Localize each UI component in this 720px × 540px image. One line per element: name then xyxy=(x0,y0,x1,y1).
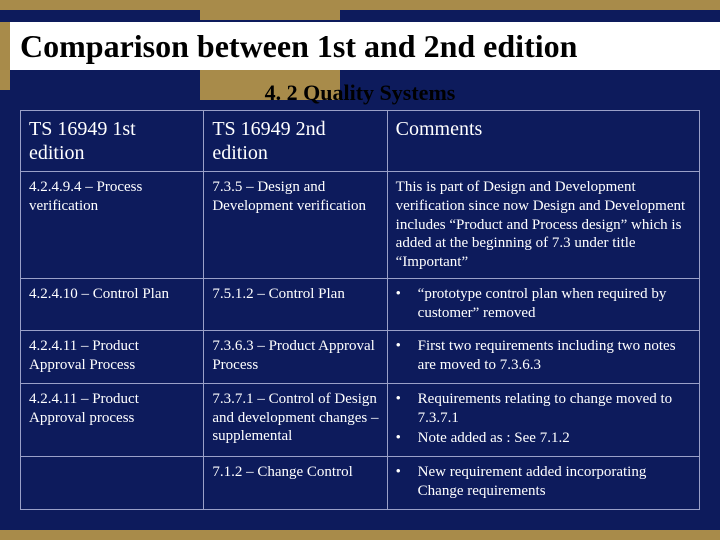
comment-bullet-list: • New requirement added incorporating Cha… xyxy=(396,463,691,501)
comment-bullet: • First two requirements including two no… xyxy=(396,337,691,375)
cell-second-edition: 7.3.5 – Design and Development verificat… xyxy=(204,172,387,279)
comment-bullet-list: • First two requirements including two no… xyxy=(396,337,691,375)
header-col3: Comments xyxy=(387,111,699,172)
table-header-row: TS 16949 1st edition TS 16949 2nd editio… xyxy=(21,111,700,172)
cell-first-edition: 4.2.4.11 – Product Approval Process xyxy=(21,331,204,384)
cell-second-edition: 7.5.1.2 – Control Plan xyxy=(204,278,387,331)
comment-bullet: • Note added as : See 7.1.2 xyxy=(396,429,691,448)
cell-first-edition: 4.2.4.9.4 – Process verification xyxy=(21,172,204,279)
table-row: 4.2.4.9.4 – Process verification7.3.5 – … xyxy=(21,172,700,279)
comment-text: This is part of Design and Development v… xyxy=(396,178,691,272)
top-accent-bar xyxy=(0,0,720,10)
comment-bullet: • New requirement added incorporating Cha… xyxy=(396,463,691,501)
bullet-dot-icon: • xyxy=(396,337,406,375)
bullet-text: “prototype control plan when required by… xyxy=(418,285,691,323)
cell-first-edition xyxy=(21,457,204,510)
section-subtitle: 4. 2 Quality Systems xyxy=(20,80,700,106)
header-col2: TS 16949 2nd edition xyxy=(204,111,387,172)
cell-comments: • “prototype control plan when required b… xyxy=(387,278,699,331)
comparison-table: TS 16949 1st edition TS 16949 2nd editio… xyxy=(20,110,700,510)
bottom-accent-bar xyxy=(0,530,720,540)
cell-second-edition: 7.3.7.1 – Control of Design and developm… xyxy=(204,383,387,456)
table-row: 4.2.4.11 – Product Approval process7.3.7… xyxy=(21,383,700,456)
cell-second-edition: 7.1.2 – Change Control xyxy=(204,457,387,510)
cell-comments: This is part of Design and Development v… xyxy=(387,172,699,279)
accent-decor-left xyxy=(0,70,10,90)
table-row: 4.2.4.11 – Product Approval Process7.3.6… xyxy=(21,331,700,384)
bullet-dot-icon: • xyxy=(396,285,406,323)
cell-comments: • First two requirements including two no… xyxy=(387,331,699,384)
comment-bullet-list: • “prototype control plan when required b… xyxy=(396,285,691,323)
content-area: 4. 2 Quality Systems TS 16949 1st editio… xyxy=(20,80,700,524)
table-row: 7.1.2 – Change Control• New requirement a… xyxy=(21,457,700,510)
cell-second-edition: 7.3.6.3 – Product Approval Process xyxy=(204,331,387,384)
comment-bullet: • “prototype control plan when required b… xyxy=(396,285,691,323)
comment-bullet: • Requirements relating to change moved t… xyxy=(396,390,691,428)
bullet-dot-icon: • xyxy=(396,463,406,501)
bullet-dot-icon: • xyxy=(396,429,406,448)
slide-title: Comparison between 1st and 2nd edition xyxy=(0,22,720,70)
header-col1: TS 16949 1st edition xyxy=(21,111,204,172)
cell-first-edition: 4.2.4.10 – Control Plan xyxy=(21,278,204,331)
bullet-text: Requirements relating to change moved to… xyxy=(418,390,691,428)
top-accent-block xyxy=(200,0,340,20)
bullet-text: First two requirements including two not… xyxy=(418,337,691,375)
bullet-dot-icon: • xyxy=(396,390,406,428)
cell-comments: • New requirement added incorporating Cha… xyxy=(387,457,699,510)
comment-bullet-list: • Requirements relating to change moved t… xyxy=(396,390,691,448)
cell-comments: • Requirements relating to change moved t… xyxy=(387,383,699,456)
bullet-text: New requirement added incorporating Chan… xyxy=(418,463,691,501)
bullet-text: Note added as : See 7.1.2 xyxy=(418,429,691,448)
table-row: 4.2.4.10 – Control Plan7.5.1.2 – Control… xyxy=(21,278,700,331)
cell-first-edition: 4.2.4.11 – Product Approval process xyxy=(21,383,204,456)
